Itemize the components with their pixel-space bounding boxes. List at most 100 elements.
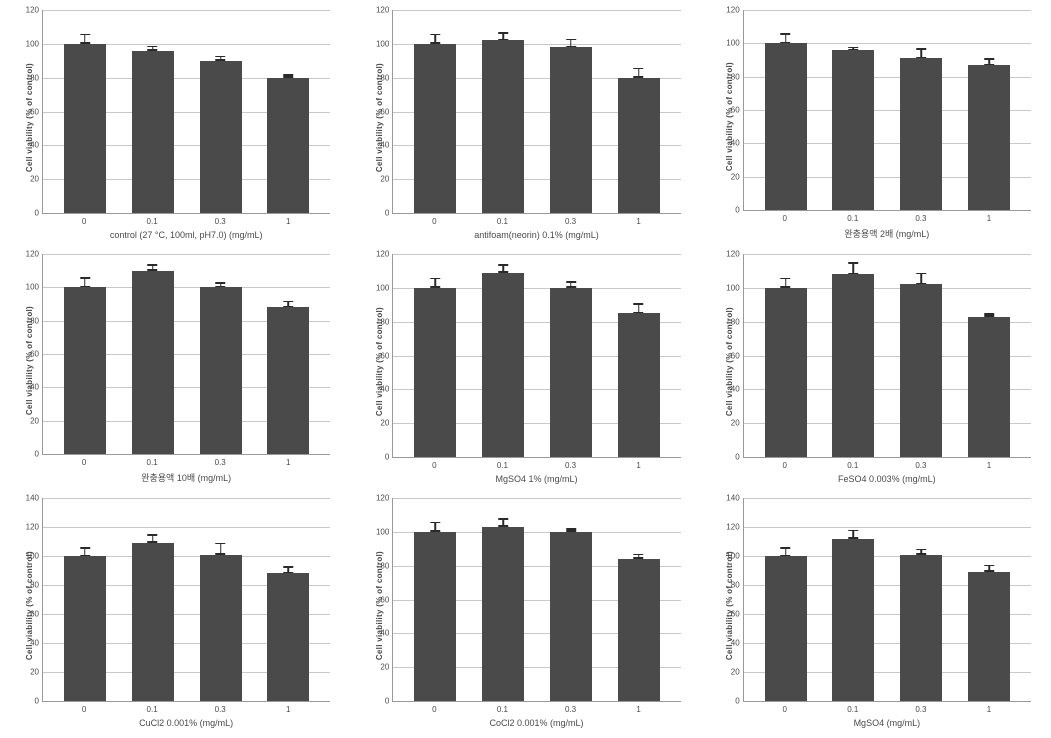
error-bar xyxy=(434,522,436,532)
bar xyxy=(482,40,524,213)
y-tick: 20 xyxy=(380,419,393,428)
x-tick: 1 xyxy=(955,461,1023,470)
y-tick: 40 xyxy=(30,383,43,392)
x-tick: 0.1 xyxy=(468,461,536,470)
y-tick: 60 xyxy=(380,595,393,604)
y-tick: 80 xyxy=(30,73,43,82)
bar xyxy=(550,532,592,701)
bar xyxy=(200,287,242,454)
bar xyxy=(64,287,106,454)
bar xyxy=(414,532,456,701)
x-tick: 0.1 xyxy=(819,461,887,470)
error-bar xyxy=(785,547,787,556)
x-tick: 1 xyxy=(605,705,673,714)
x-tick: 0 xyxy=(400,705,468,714)
x-tick: 0 xyxy=(400,461,468,470)
error-bar xyxy=(638,303,640,313)
error-bar xyxy=(853,530,855,539)
error-bar xyxy=(152,534,154,543)
bar xyxy=(550,288,592,457)
chart-panel-0: Cell viability (% of control)02040608010… xyxy=(20,10,330,240)
error-bar xyxy=(988,565,990,572)
y-tick: 100 xyxy=(376,283,393,292)
y-tick: 100 xyxy=(726,283,743,292)
chart-grid: Cell viability (% of control)02040608010… xyxy=(20,10,1031,728)
chart-panel-1: Cell viability (% of control)02040608010… xyxy=(370,10,680,240)
error-bar xyxy=(988,313,990,316)
error-bar xyxy=(84,277,86,287)
x-tick: 0.3 xyxy=(887,705,955,714)
x-tick: 1 xyxy=(955,214,1023,223)
bar xyxy=(968,317,1010,457)
error-bar xyxy=(570,281,572,288)
y-tick: 80 xyxy=(380,317,393,326)
x-tick: 0.1 xyxy=(118,458,186,467)
y-tick: 40 xyxy=(380,141,393,150)
bar xyxy=(132,271,174,454)
bar xyxy=(132,51,174,213)
x-axis-label: CuCl2 0.001% (mg/mL) xyxy=(42,718,330,728)
y-tick: 0 xyxy=(385,697,393,706)
y-tick: 20 xyxy=(380,175,393,184)
x-tick: 0.3 xyxy=(186,217,254,226)
x-tick: 0.3 xyxy=(887,461,955,470)
x-axis-label: antifoam(neorin) 0.1% (mg/mL) xyxy=(392,230,680,240)
bar xyxy=(550,47,592,213)
y-tick: 40 xyxy=(30,141,43,150)
chart-panel-8: Cell viability (% of control)02040608010… xyxy=(721,498,1031,728)
x-tick: 0.3 xyxy=(186,705,254,714)
y-tick: 120 xyxy=(376,6,393,15)
error-bar xyxy=(638,68,640,78)
x-tick: 0.1 xyxy=(468,705,536,714)
y-tick: 20 xyxy=(731,668,744,677)
bar xyxy=(832,274,874,457)
bar xyxy=(482,273,524,457)
error-bar xyxy=(288,74,290,77)
error-bar xyxy=(921,273,923,285)
bar xyxy=(618,559,660,701)
y-tick: 120 xyxy=(376,494,393,503)
bar xyxy=(968,572,1010,701)
bar xyxy=(267,307,309,454)
y-tick: 60 xyxy=(30,610,43,619)
y-tick: 100 xyxy=(726,552,743,561)
y-tick: 80 xyxy=(380,73,393,82)
y-tick: 20 xyxy=(30,175,43,184)
y-tick: 40 xyxy=(30,639,43,648)
x-axis-label: CoCl2 0.001% (mg/mL) xyxy=(392,718,680,728)
y-tick: 80 xyxy=(30,316,43,325)
error-bar xyxy=(785,278,787,288)
x-tick: 1 xyxy=(254,458,322,467)
error-bar xyxy=(921,48,923,58)
y-tick: 60 xyxy=(731,351,744,360)
x-axis-label: MgSO4 (mg/mL) xyxy=(743,718,1031,728)
y-tick: 80 xyxy=(731,581,744,590)
x-tick: 0 xyxy=(751,214,819,223)
bar xyxy=(618,78,660,213)
x-tick: 1 xyxy=(605,217,673,226)
x-tick: 1 xyxy=(605,461,673,470)
bar xyxy=(765,43,807,210)
y-tick: 100 xyxy=(376,39,393,48)
error-bar xyxy=(853,262,855,274)
x-tick: 0.3 xyxy=(186,458,254,467)
error-bar xyxy=(220,56,222,61)
x-tick: 0.1 xyxy=(468,217,536,226)
y-tick: 100 xyxy=(26,552,43,561)
y-tick: 100 xyxy=(26,283,43,292)
error-bar xyxy=(152,264,154,271)
error-bar xyxy=(502,32,504,40)
y-tick: 0 xyxy=(735,697,743,706)
error-bar xyxy=(84,547,86,556)
y-tick: 0 xyxy=(735,206,743,215)
y-tick: 100 xyxy=(376,527,393,536)
y-tick: 80 xyxy=(731,72,744,81)
error-bar xyxy=(988,58,990,65)
x-tick: 0.1 xyxy=(118,217,186,226)
plot-area: 020406080100120140 xyxy=(42,498,330,702)
x-axis-label: 완충용액 2배 (mg/mL) xyxy=(743,227,1031,240)
error-bar xyxy=(785,33,787,43)
chart-panel-6: Cell viability (% of control)02040608010… xyxy=(20,498,330,728)
x-tick: 0 xyxy=(50,217,118,226)
bar xyxy=(618,313,660,457)
